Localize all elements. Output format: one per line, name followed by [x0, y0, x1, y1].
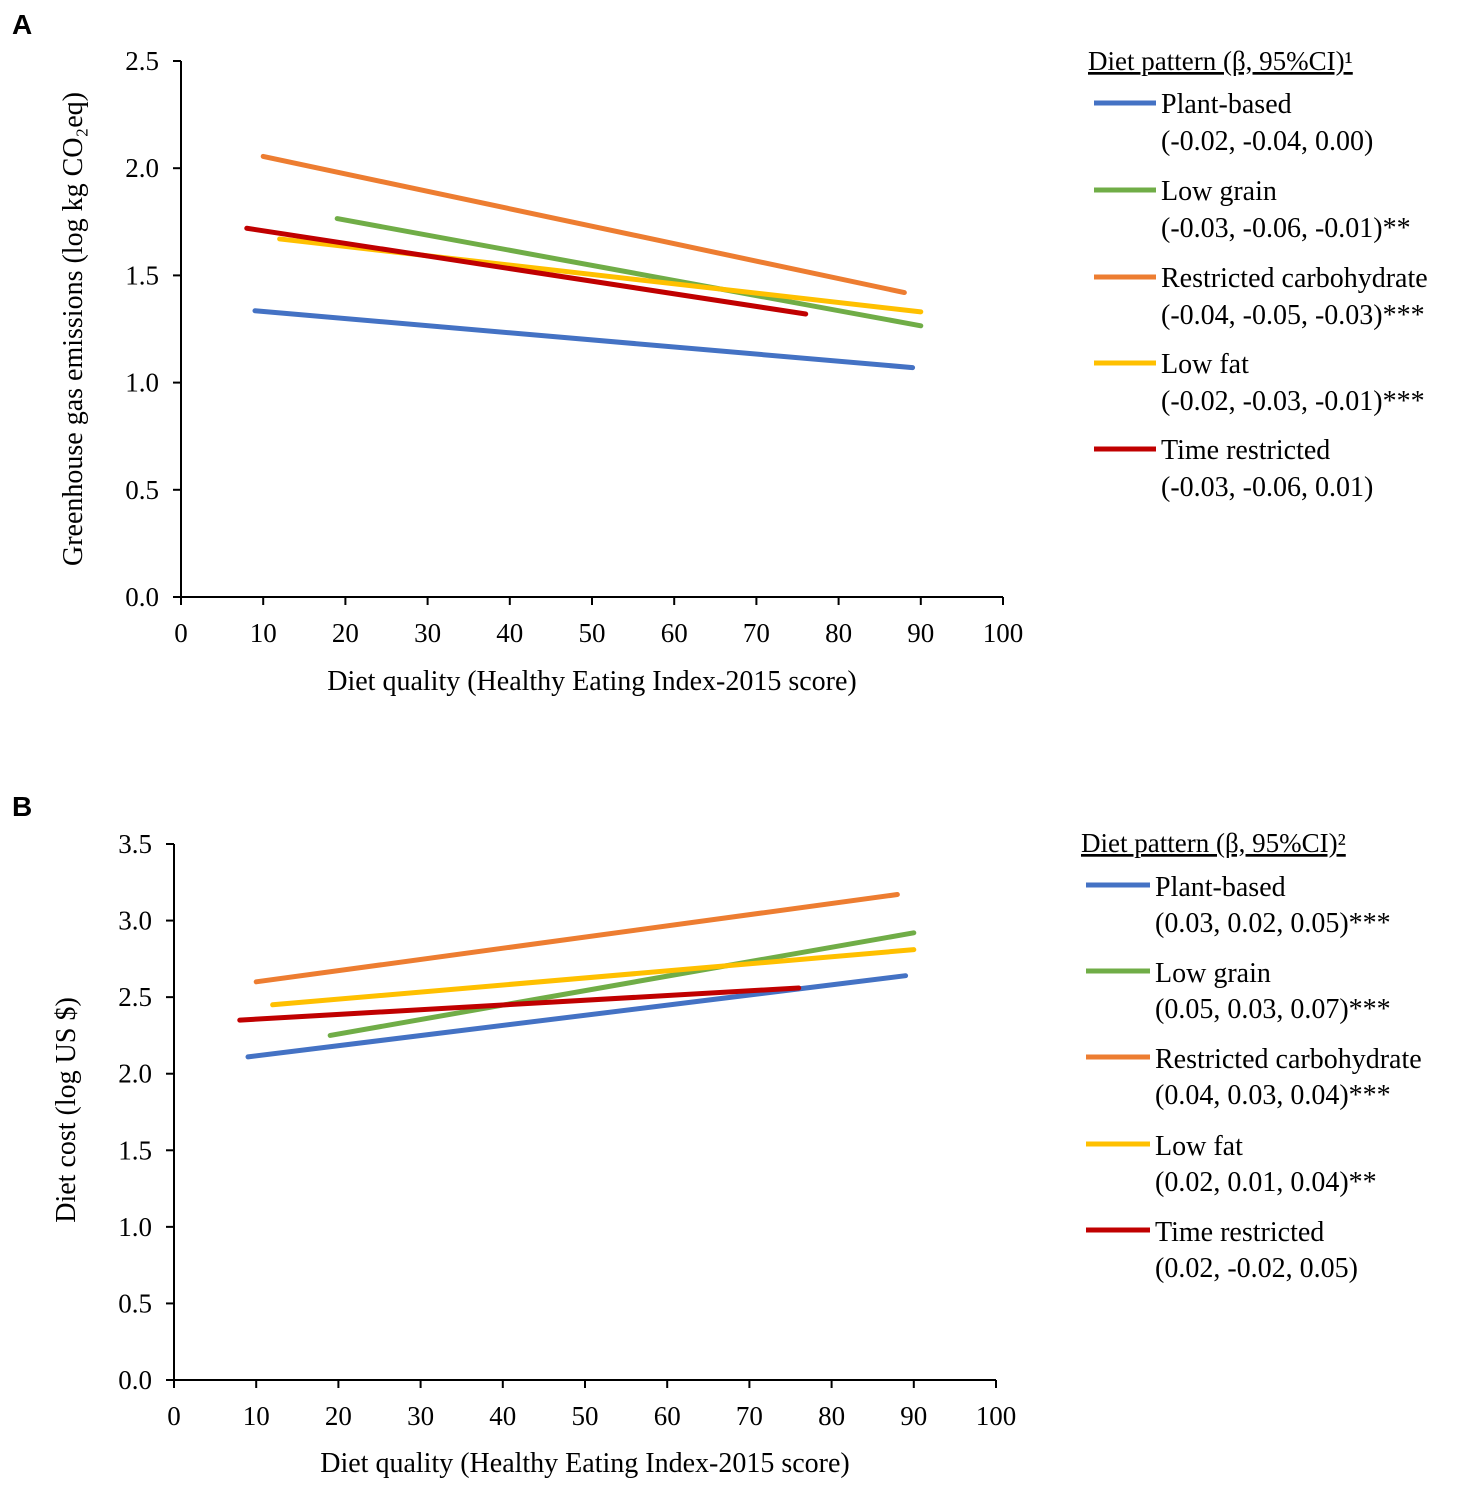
legend-stat: (0.03, 0.02, 0.05)*** [1155, 908, 1391, 939]
panel-a-x-axis-title: Diet quality (Healthy Eating Index-2015 … [327, 666, 857, 697]
y-tick-label: 0.0 [125, 582, 159, 612]
x-tick-label: 70 [743, 618, 770, 648]
panel-b-x-ticks: 0 10 20 30 40 50 60 70 80 90 100 [167, 1380, 1016, 1431]
legend-item-time-restricted: Time restricted (-0.03, -0.06, 0.01) [1094, 435, 1373, 503]
panel-b-legend: Diet pattern (β, 95%CI)² Plant-based (0.… [1081, 828, 1422, 1284]
y-tick-label: 0.5 [125, 475, 159, 505]
x-tick-label: 30 [407, 1401, 434, 1431]
x-tick-label: 10 [243, 1401, 270, 1431]
panel-b-plot: 0.0 0.5 1.0 1.5 2.0 2.5 3.0 3.5 0 10 20 30 40 50 60 70… [118, 829, 1016, 1431]
x-tick-label: 0 [174, 618, 188, 648]
legend-label: Time restricted [1161, 435, 1330, 466]
panel-a-x-ticks: 0 10 20 30 40 50 60 70 80 90 100 [174, 597, 1023, 648]
series-line-restricted-carbohydrate [260, 153, 907, 296]
series-line-low-grain [327, 930, 917, 1038]
legend-item-time-restricted: Time restricted (0.02, -0.02, 0.05) [1086, 1217, 1358, 1284]
y-tick-label: 2.5 [125, 46, 159, 76]
x-tick-label: 40 [496, 618, 523, 648]
panel-a: A 0.0 0.5 1.0 1.5 2.0 2.5 0 10 20 30 40 50 60 70 80 90… [12, 9, 1428, 697]
panel-a-letter: A [12, 9, 32, 40]
y-tick-label: 0.0 [118, 1365, 152, 1395]
panel-b-series [237, 892, 917, 1060]
legend-stat: (0.05, 0.03, 0.07)*** [1155, 994, 1391, 1025]
legend-stat: (-0.03, -0.06, -0.01)** [1161, 213, 1411, 244]
x-tick-label: 80 [825, 618, 852, 648]
legend-item-plant-based: Plant-based (0.03, 0.02, 0.05)*** [1086, 872, 1391, 939]
y-tick-label: 3.5 [118, 829, 152, 859]
legend-item-low-grain: Low grain (-0.03, -0.06, -0.01)** [1094, 176, 1411, 244]
legend-label: Low grain [1155, 958, 1271, 989]
legend-item-low-fat: Low fat (0.02, 0.01, 0.04)** [1086, 1131, 1377, 1198]
y-tick-label: 3.0 [118, 906, 152, 936]
x-tick-label: 40 [489, 1401, 516, 1431]
legend-item-restricted-carbohydrate: Restricted carbohydrate (-0.04, -0.05, -… [1094, 263, 1428, 331]
panel-b-x-axis-title: Diet quality (Healthy Eating Index-2015 … [320, 1448, 850, 1479]
legend-item-restricted-carbohydrate: Restricted carbohydrate (0.04, 0.03, 0.0… [1086, 1044, 1422, 1111]
legend-label: Low fat [1161, 349, 1249, 380]
y-tick-label: 2.0 [118, 1059, 152, 1089]
x-tick-label: 100 [976, 1401, 1017, 1431]
panel-b: B 0.0 0.5 1.0 1.5 2.0 2.5 3.0 3.5 0 10 20 30 40 50 60… [12, 791, 1422, 1479]
series-line-plant-based [252, 308, 916, 371]
y-tick-label: 1.5 [125, 260, 159, 290]
legend-stat: (0.04, 0.03, 0.04)*** [1155, 1080, 1391, 1111]
x-tick-label: 30 [414, 618, 441, 648]
x-tick-label: 20 [325, 1401, 352, 1431]
panel-a-legend: Diet pattern (β, 95%CI)¹ Plant-based (-0… [1088, 46, 1428, 503]
legend-stat: (0.02, -0.02, 0.05) [1155, 1253, 1358, 1284]
legend-stat: (-0.03, -0.06, 0.01) [1161, 472, 1373, 503]
x-tick-label: 90 [907, 618, 934, 648]
series-line-low-grain [334, 216, 924, 329]
legend-stat: (-0.04, -0.05, -0.03)*** [1161, 300, 1425, 331]
legend-item-plant-based: Plant-based (-0.02, -0.04, 0.00) [1094, 89, 1373, 157]
legend-stat: (-0.02, -0.03, -0.01)*** [1161, 386, 1425, 417]
x-tick-label: 100 [983, 618, 1024, 648]
legend-stat: (-0.02, -0.04, 0.00) [1161, 126, 1373, 157]
legend-label: Low grain [1161, 176, 1277, 207]
legend-item-low-fat: Low fat (-0.02, -0.03, -0.01)*** [1094, 349, 1425, 417]
y-tick-label: 2.0 [125, 153, 159, 183]
x-tick-label: 80 [818, 1401, 845, 1431]
x-tick-label: 20 [332, 618, 359, 648]
panel-b-y-ticks: 0.0 0.5 1.0 1.5 2.0 2.5 3.0 3.5 [118, 829, 174, 1395]
legend-label: Time restricted [1155, 1217, 1324, 1248]
x-tick-label: 60 [654, 1401, 681, 1431]
y-tick-label: 1.0 [118, 1212, 152, 1242]
x-tick-label: 10 [250, 618, 277, 648]
legend-label: Low fat [1155, 1131, 1243, 1162]
legend-label: Plant-based [1155, 872, 1286, 903]
x-tick-label: 60 [661, 618, 688, 648]
legend-label: Plant-based [1161, 89, 1292, 120]
series-line-restricted-carbohydrate [253, 892, 900, 985]
panel-a-series [244, 153, 924, 371]
legend-item-low-grain: Low grain (0.05, 0.03, 0.07)*** [1086, 958, 1391, 1025]
y-tick-label: 1.0 [125, 368, 159, 398]
x-tick-label: 50 [579, 618, 606, 648]
x-tick-label: 90 [900, 1401, 927, 1431]
legend-stat: (0.02, 0.01, 0.04)** [1155, 1167, 1377, 1198]
panel-a-plot: 0.0 0.5 1.0 1.5 2.0 2.5 0 10 20 30 40 50 60 70 80 90 10… [125, 46, 1023, 648]
legend-label: Restricted carbohydrate [1161, 263, 1428, 294]
x-tick-label: 50 [572, 1401, 599, 1431]
series-line-time-restricted [237, 985, 802, 1023]
legend-label: Restricted carbohydrate [1155, 1044, 1422, 1075]
series-line-time-restricted [244, 225, 809, 317]
panel-b-letter: B [12, 791, 32, 822]
y-tick-label: 1.5 [118, 1135, 152, 1165]
y-tick-label: 2.5 [118, 982, 152, 1012]
series-line-low-fat [270, 947, 917, 1008]
panel-b-legend-title: Diet pattern (β, 95%CI)² [1081, 828, 1346, 858]
x-tick-label: 70 [736, 1401, 763, 1431]
y-tick-label: 0.5 [118, 1288, 152, 1318]
panel-a-y-axis-title: Greenhouse gas emissions (log kg CO₂eq) [58, 92, 89, 566]
panel-b-y-axis-title: Diet cost (log US $) [51, 997, 82, 1223]
panel-a-y-ticks: 0.0 0.5 1.0 1.5 2.0 2.5 [125, 46, 181, 612]
x-tick-label: 0 [167, 1401, 181, 1431]
panel-a-legend-title: Diet pattern (β, 95%CI)¹ [1088, 46, 1353, 76]
